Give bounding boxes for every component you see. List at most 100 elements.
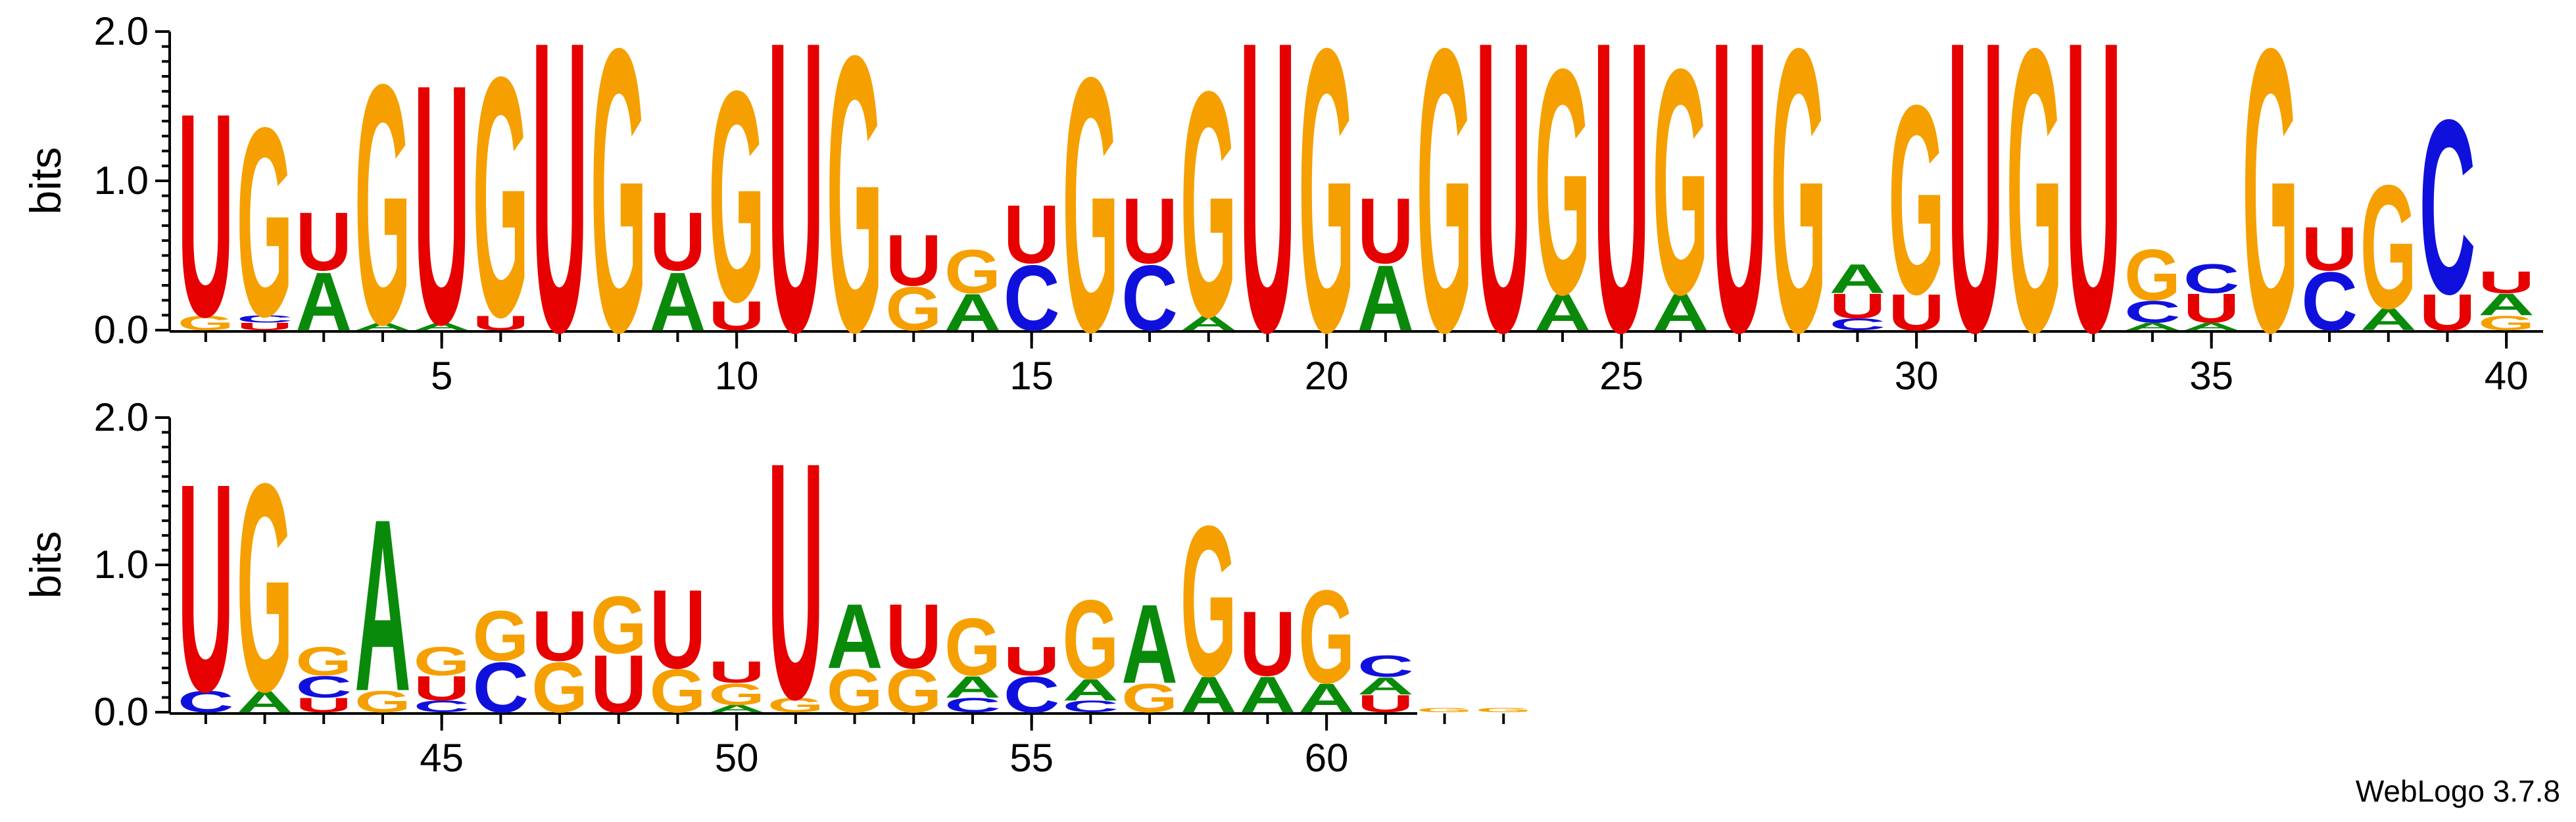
x-tick-label: 15 [1009,354,1054,398]
logo-letter-U: U [2065,0,2122,419]
logo-letter-C: C [178,685,234,719]
logo-letter-G: G [2360,149,2417,345]
logo-letter-G: G [650,657,706,725]
y-tick-label: 2.0 [94,9,149,53]
logo-letter-U: U [708,655,765,689]
logo-letter-U: U [1240,592,1296,695]
x-tick-label: 25 [1599,354,1643,398]
logo-letter-U: U [1004,639,1060,685]
logo-letter-U: U [178,421,234,753]
logo-letter-U: U [1357,179,1414,283]
y-tick-label: 1.0 [94,158,149,203]
logo-letter-G: G [885,657,942,725]
logo-letter-U: U [2478,265,2535,300]
logo-letter-U: U [531,596,588,676]
x-tick-label: 30 [1895,354,1939,398]
logo-letter-G: G [1653,3,1709,362]
logo-letter-G: G [473,596,529,676]
y-axis-label: bits [21,147,70,215]
logo-letter-C: C [1004,246,1060,350]
logo-letter-U: U [650,567,706,692]
logo-letter-U: U [1593,0,1650,419]
x-tick-label: 10 [715,354,759,398]
logo-letter-G: G [1121,675,1178,721]
logo-letter-A: A [1298,675,1355,721]
logo-letter-A: A [708,703,765,714]
logo-letter-G: G [885,274,942,343]
logo-letter-U: U [1947,0,2004,419]
logo-letter-C: C [2124,295,2181,329]
logo-letter-A: A [354,468,411,742]
logo-letter-A: A [2183,321,2240,333]
logo-letter-G: G [1298,563,1355,712]
logo-letter-U: U [414,669,470,708]
logo-letter-U: U [2301,214,2358,284]
logo-letter-U: U [1004,188,1060,281]
logo-letter-G: G [531,648,588,728]
logo-letter-G: G [1180,25,1237,384]
logo-letter-U: U [1240,0,1296,419]
logo-letter-G: G [354,685,411,719]
logo-letter-A: A [1180,312,1237,335]
logo-letter-A: A [1653,284,1709,342]
logo-letter-U: U [767,392,824,769]
logo-letter-U: U [885,585,942,688]
y-tick-label: 0.0 [94,308,149,352]
logo-letter-C: C [473,648,529,727]
logo-letter-U: U [708,293,765,339]
logo-letter-G: G [1417,707,1473,714]
logo-letter-A: A [2124,321,2181,333]
logo-letter-C: C [414,698,470,716]
logo-letter-C: C [1121,246,1178,350]
logo-letter-U: U [531,0,588,419]
logo-letter-A: A [354,321,411,333]
logo-letter-G: G [237,422,293,753]
x-tick-label: 5 [431,354,452,398]
logo-letter-G: G [1063,577,1119,702]
logo-letter-U: U [1888,284,1945,342]
logo-letter-A: A [2478,287,2535,322]
logo-letter-G: G [2006,0,2063,416]
logo-letter-A: A [944,670,1001,704]
logo-letter-U: U [178,53,234,377]
logo-letter-U: U [2183,285,2240,331]
logo-letter-U: U [885,220,942,301]
logo-letter-G: G [1180,481,1237,721]
x-tick-label: 50 [715,736,759,780]
logo-letter-G: G [708,677,765,711]
logo-letter-C: C [1004,666,1060,723]
logo-letter-G: G [944,602,1001,693]
logo-letter-G: G [473,6,529,388]
logo-letter-C: C [944,694,1001,717]
logo-letter-G: G [1888,49,1945,351]
logo-letter-A: A [1357,672,1414,700]
logo-letter-G: G [178,312,234,335]
logo-letter-C: C [2183,256,2240,302]
logo-letter-A: A [1830,256,1886,302]
logo-letter-G: G [1770,0,1827,416]
logo-letter-G: G [1417,0,1473,416]
logo-letter-C: C [1063,698,1119,716]
y-tick-label: 1.0 [94,543,149,587]
logo-letter-G: G [827,657,883,725]
logo-letter-U: U [1357,690,1414,717]
logo-letter-U: U [414,12,470,395]
logo-letter-A: A [1180,666,1237,723]
logo-letter-C: C [1357,649,1414,683]
logo-letter-A: A [1063,673,1119,707]
logo-letter-C: C [1830,315,1886,333]
logo-letter-U: U [591,638,647,729]
logo-letter-U: U [237,321,293,333]
logo-letter-A: A [944,284,1001,342]
y-axis-label: bits [21,531,70,599]
logo-letter-G: G [2478,312,2535,335]
logo-letter-A: A [827,585,883,688]
logo-letter-G: G [1534,3,1591,362]
logo-letter-U: U [295,195,352,288]
logo-letter-C: C [2301,255,2358,348]
x-tick-label: 20 [1305,354,1349,398]
logo-letter-A: A [1357,246,1414,350]
